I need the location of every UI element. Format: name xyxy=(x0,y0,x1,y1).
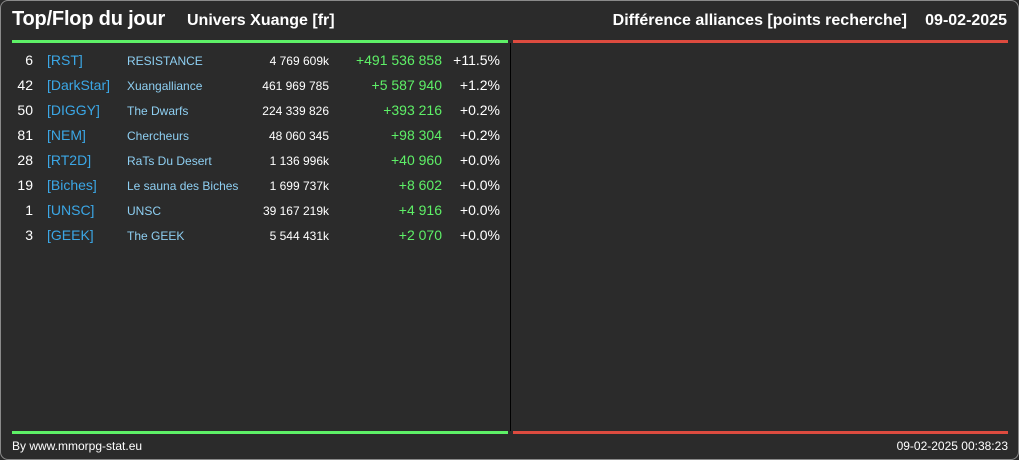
table-row: 28 [RT2D] RaTs Du Desert 1 136 996k +40 … xyxy=(12,149,508,174)
alliance-tag[interactable]: [Biches] xyxy=(47,177,97,193)
table-row: 6 [RST] RESISTANCE 4 769 609k +491 536 8… xyxy=(12,49,508,74)
alliance-name[interactable]: Le sauna des Biches xyxy=(127,179,239,193)
points-diff: +4 916 xyxy=(398,202,442,218)
alliance-tag[interactable]: [DarkStar] xyxy=(47,77,111,93)
top-panel-bottom-border xyxy=(12,431,508,434)
rank: 50 xyxy=(17,102,33,118)
panel-divider xyxy=(510,43,511,431)
top-panel-top-border xyxy=(12,40,508,43)
alliance-tag[interactable]: [RT2D] xyxy=(47,152,92,168)
generated-timestamp: 09-02-2025 00:38:23 xyxy=(896,439,1008,453)
points-diff: +2 070 xyxy=(398,227,442,243)
table-row: 19 [Biches] Le sauna des Biches 1 699 73… xyxy=(12,174,508,199)
percent-diff: +0.0% xyxy=(459,202,500,218)
percent-diff: +0.2% xyxy=(459,127,500,143)
percent-diff: +0.0% xyxy=(459,177,500,193)
rank: 1 xyxy=(25,202,33,218)
percent-diff: +0.0% xyxy=(459,227,500,243)
percent-diff: +1.2% xyxy=(459,77,500,93)
table-row: 42 [DarkStar] Xuangalliance 461 969 785 … xyxy=(12,74,508,99)
universe-label: Univers Xuange [fr] xyxy=(187,12,335,29)
points: 1 136 996k xyxy=(269,154,329,168)
points: 5 544 431k xyxy=(269,229,329,243)
alliance-tag[interactable]: [GEEK] xyxy=(47,227,94,243)
points-diff: +491 536 858 xyxy=(355,52,442,68)
page-title: Top/Flop du jour xyxy=(12,8,166,30)
rank: 3 xyxy=(25,227,33,243)
rank: 81 xyxy=(17,127,33,143)
flop-panel-bottom-border xyxy=(513,431,1008,434)
rank: 28 xyxy=(17,152,33,168)
header-date: 09-02-2025 xyxy=(925,12,1007,29)
table-row: 50 [DIGGY] The Dwarfs 224 339 826 +393 2… xyxy=(12,99,508,124)
points-diff: +393 216 xyxy=(383,102,442,118)
points: 39 167 219k xyxy=(262,204,329,218)
credit-link[interactable]: By www.mmorpg-stat.eu xyxy=(12,439,143,453)
alliance-name[interactable]: The GEEK xyxy=(127,229,185,243)
ranking-type-label: Différence alliances [points recherche] xyxy=(612,12,907,29)
rank: 6 xyxy=(25,52,33,68)
points-diff: +8 602 xyxy=(398,177,442,193)
points: 461 969 785 xyxy=(262,79,329,93)
table-row: 81 [NEM] Chercheurs 48 060 345 +98 304 +… xyxy=(12,124,508,149)
alliance-name[interactable]: The Dwarfs xyxy=(127,104,189,118)
alliance-tag[interactable]: [DIGGY] xyxy=(47,102,100,118)
percent-diff: +0.2% xyxy=(459,102,500,118)
alliance-tag[interactable]: [NEM] xyxy=(47,127,86,143)
top-panel: 6 [RST] RESISTANCE 4 769 609k +491 536 8… xyxy=(12,49,508,249)
alliance-tag[interactable]: [RST] xyxy=(47,52,83,68)
points-diff: +5 587 940 xyxy=(371,77,442,93)
alliance-name[interactable]: UNSC xyxy=(127,204,162,218)
alliance-name[interactable]: Xuangalliance xyxy=(127,79,203,93)
alliance-name[interactable]: RaTs Du Desert xyxy=(127,154,212,168)
percent-diff: +11.5% xyxy=(453,52,500,68)
percent-diff: +0.0% xyxy=(459,152,500,168)
points-diff: +40 960 xyxy=(391,152,442,168)
alliance-name[interactable]: RESISTANCE xyxy=(127,54,203,68)
points: 1 699 737k xyxy=(269,179,329,193)
points-diff: +98 304 xyxy=(391,127,442,143)
header: Top/Flop du jour Univers Xuange [fr] Dif… xyxy=(1,1,1018,41)
points: 4 769 609k xyxy=(269,54,329,68)
table-row: 3 [GEEK] The GEEK 5 544 431k +2 070 +0.0… xyxy=(12,224,508,249)
points: 224 339 826 xyxy=(262,104,329,118)
table-row: 1 [UNSC] UNSC 39 167 219k +4 916 +0.0% xyxy=(12,199,508,224)
alliance-name[interactable]: Chercheurs xyxy=(127,129,190,143)
flop-panel-top-border xyxy=(513,40,1008,43)
rank: 19 xyxy=(17,177,33,193)
points: 48 060 345 xyxy=(268,129,329,143)
rank: 42 xyxy=(17,77,33,93)
alliance-tag[interactable]: [UNSC] xyxy=(47,202,95,218)
